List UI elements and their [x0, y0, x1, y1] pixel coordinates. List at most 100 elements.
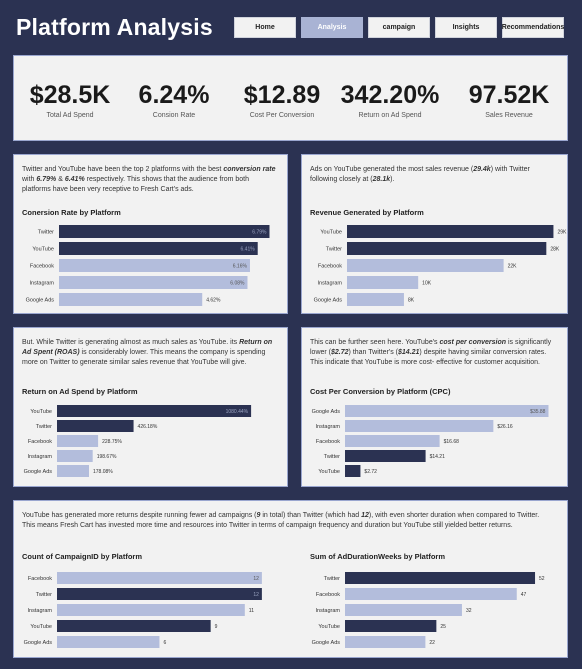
- category-label: Twitter: [36, 592, 52, 598]
- category-label: YouTube: [318, 624, 340, 630]
- bar: [57, 620, 211, 632]
- data-label: 6.41%: [241, 247, 256, 253]
- nav-campaign-button[interactable]: campaign: [368, 17, 430, 38]
- nav-recommendations-button[interactable]: Recommendations: [502, 17, 564, 38]
- category-label: Twitter: [36, 424, 52, 430]
- data-label: 4.62%: [206, 298, 221, 304]
- bar: [345, 572, 536, 584]
- data-label: 8K: [408, 298, 415, 304]
- bar: [57, 405, 252, 417]
- campaign-panel: YouTube has generated more returns despi…: [13, 500, 568, 658]
- bar: [345, 588, 517, 600]
- kpi-value: 97.52K: [468, 81, 550, 109]
- page-title: Platform Analysis: [16, 14, 213, 40]
- chart-title: Revenue Generated by Platform: [310, 208, 424, 217]
- chart-title: Count of CampaignID by Platform: [22, 552, 142, 561]
- data-label: $14.21: [430, 454, 446, 460]
- roas-description: But. While Twitter is generating almost …: [22, 339, 273, 366]
- data-label: 198.67%: [97, 454, 117, 460]
- revenue-panel: Ads on YouTube generated the most sales …: [301, 154, 568, 314]
- kpi-return-on-ad-spend: 342.20% Return on Ad Spend: [334, 56, 446, 119]
- data-label: 1080.44%: [226, 409, 249, 415]
- bar: [345, 420, 494, 432]
- bar: [345, 465, 361, 477]
- category-label: Twitter: [38, 230, 54, 236]
- data-label: 28K: [550, 247, 560, 253]
- category-label: Instagram: [318, 281, 343, 287]
- bar: [57, 420, 134, 432]
- bar: [345, 620, 437, 632]
- category-label: Twitter: [324, 454, 340, 460]
- bar: [345, 450, 426, 462]
- bar: [57, 604, 245, 616]
- category-label: Instagram: [28, 608, 53, 614]
- data-label: 11: [249, 608, 254, 614]
- category-label: Instagram: [316, 608, 341, 614]
- data-label: $35.88: [530, 409, 546, 415]
- bar: [347, 259, 504, 272]
- data-label: 22K: [508, 264, 518, 270]
- conversion-rate-chart: Twitter 6.79% YouTube 6.41% Facebook 6.16% Ins…: [26, 225, 270, 306]
- revenue-description: Ads on YouTube generated the most sales …: [310, 166, 530, 183]
- data-label: 6.16%: [233, 264, 248, 270]
- roas-panel: But. While Twitter is generating almost …: [13, 327, 288, 487]
- bar: [57, 636, 160, 648]
- bar: [347, 276, 419, 289]
- category-label: Facebook: [28, 439, 52, 445]
- category-label: Instagram: [28, 454, 53, 460]
- kpi-value: 6.24%: [138, 81, 210, 109]
- category-label: Facebook: [28, 576, 52, 582]
- data-label: 6: [163, 640, 166, 646]
- roas-chart: YouTube 1080.44% Twitter 426.18% Facebook 228…: [24, 405, 252, 477]
- bar: [345, 604, 462, 616]
- kpi-conversion-rate: 6.24% Consion Rate: [124, 56, 224, 119]
- chart-title: Return on Ad Spend by Platform: [22, 387, 138, 396]
- campaign-description: YouTube has generated more returns despi…: [22, 512, 540, 529]
- data-label: 426.18%: [138, 424, 158, 430]
- conversion-panel: Twitter and YouTube have been the top 2 …: [13, 154, 288, 314]
- data-label: 12: [253, 576, 259, 582]
- bar: [59, 276, 248, 289]
- category-label: Google Ads: [312, 409, 341, 415]
- bar: [347, 225, 554, 238]
- data-label: 178.08%: [93, 469, 113, 475]
- category-label: YouTube: [30, 624, 52, 630]
- bar: [57, 465, 89, 477]
- bar: [59, 225, 270, 238]
- nav-bar: Home Analysis campaign Insights Recommen…: [234, 17, 564, 38]
- chart-title: Sum of AdDurationWeeks by Platform: [310, 552, 446, 561]
- campaign-count-chart: Facebook 12 Twitter 12 Instagram 11 YouTube 9 Go…: [24, 572, 262, 648]
- kpi-label: Return on Ad Spend: [358, 112, 422, 119]
- category-label: Google Ads: [314, 298, 343, 304]
- bar: [57, 435, 99, 447]
- data-label: 12: [253, 592, 259, 598]
- chart-title: Conersion Rate by Platform: [22, 208, 121, 217]
- revenue-chart: YouTube 29K Twitter 28K Facebook 22K Instagram…: [314, 225, 567, 306]
- kpi-panel: $28.5K Total Ad Spend 6.24% Consion Rate…: [13, 55, 568, 141]
- kpi-label: Cost Per Conversion: [249, 112, 315, 119]
- data-label: $26.16: [497, 424, 513, 430]
- data-label: 228.75%: [102, 439, 122, 445]
- category-label: Twitter: [324, 576, 340, 582]
- category-label: Google Ads: [312, 640, 341, 646]
- kpi-value: $28.5K: [29, 81, 111, 109]
- category-label: Twitter: [326, 247, 342, 253]
- bar: [57, 572, 262, 584]
- category-label: Facebook: [30, 264, 54, 270]
- cpc-description: This can be further seen here. YouTube's…: [310, 339, 552, 366]
- category-label: YouTube: [30, 409, 52, 415]
- cpc-chart: Google Ads $35.88 Instagram $26.16 Facebook $…: [312, 405, 549, 477]
- nav-home-button[interactable]: Home: [234, 17, 296, 38]
- data-label: 32: [466, 608, 472, 614]
- nav-insights-button[interactable]: Insights: [435, 17, 497, 38]
- category-label: Google Ads: [24, 640, 53, 646]
- category-label: Facebook: [318, 264, 342, 270]
- category-label: YouTube: [320, 230, 342, 236]
- nav-analysis-button[interactable]: Analysis: [301, 17, 363, 38]
- bar: [59, 242, 258, 255]
- kpi-label: Total Ad Spend: [46, 112, 94, 119]
- kpi-value: 342.20%: [340, 81, 440, 109]
- kpi-label: Consion Rate: [152, 112, 196, 119]
- bar: [347, 293, 404, 306]
- category-label: YouTube: [32, 247, 54, 253]
